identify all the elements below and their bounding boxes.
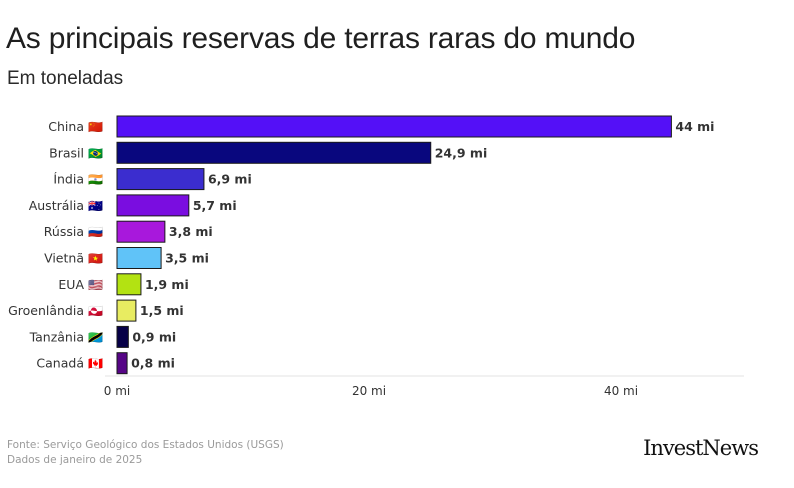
chart-subtitle: Em toneladas <box>7 68 124 89</box>
category-label-australia: Austrália <box>29 198 84 213</box>
value-label-australia: 5,7 mi <box>193 198 237 213</box>
category-label-brasil: Brasil <box>49 145 84 160</box>
bar-tanzania <box>116 325 129 348</box>
chart-title: As principais reservas de terras raras d… <box>6 22 636 55</box>
value-label-groenlandia: 1,5 mi <box>140 303 184 318</box>
category-label-china: China <box>48 119 84 134</box>
value-label-brasil: 24,9 mi <box>435 145 488 160</box>
x-tick-label: 0 mi <box>104 384 130 398</box>
bar-india <box>116 168 205 191</box>
category-label-vietna: Vietnã <box>44 251 84 266</box>
value-label-tanzania: 0,9 mi <box>132 329 176 344</box>
flag-icon-brasil: 🇧🇷 <box>88 146 103 160</box>
category-label-tanzania: Tanzânia <box>29 329 84 344</box>
value-label-canada: 0,8 mi <box>131 356 175 371</box>
value-label-india: 6,9 mi <box>208 172 252 187</box>
date-note: Dados de janeiro de 2025 <box>7 454 143 466</box>
flag-icon-canada: 🇨🇦 <box>88 357 103 371</box>
brand-logo: InvestNews <box>643 436 759 460</box>
flag-icon-groenlandia: 🇬🇱 <box>88 304 103 318</box>
flag-icon-india: 🇮🇳 <box>88 173 103 187</box>
category-label-canada: Canadá <box>36 356 84 371</box>
value-label-vietna: 3,5 mi <box>165 251 209 266</box>
flag-icon-vietna: 🇻🇳 <box>88 252 103 266</box>
flag-icon-tanzania: 🇹🇿 <box>88 330 103 344</box>
category-label-india: Índia <box>53 172 84 187</box>
category-label-eua: EUA <box>58 277 84 292</box>
source-note: Fonte: Serviço Geológico dos Estados Uni… <box>7 439 284 451</box>
flag-icon-australia: 🇦🇺 <box>88 199 103 213</box>
bar-australia <box>116 194 190 217</box>
bar-canada <box>116 352 128 375</box>
value-label-china: 44 mi <box>675 119 714 134</box>
bar-groenlandia <box>116 299 137 322</box>
flag-icon-china: 🇨🇳 <box>88 120 103 134</box>
x-tick-label: 40 mi <box>604 384 638 398</box>
x-tick-label: 20 mi <box>352 384 386 398</box>
flag-icon-russia: 🇷🇺 <box>88 225 103 239</box>
bar-china <box>116 115 672 138</box>
flag-icon-eua: 🇺🇸 <box>88 278 103 292</box>
category-label-groenlandia: Groenlândia <box>8 303 84 318</box>
value-label-russia: 3,8 mi <box>169 224 213 239</box>
bar-brasil <box>116 141 432 164</box>
bar-eua <box>116 273 142 296</box>
bar-vietna <box>116 247 162 269</box>
value-label-eua: 1,9 mi <box>145 277 189 292</box>
bar-russia <box>116 220 166 243</box>
footer: Fonte: Serviço Geológico dos Estados Uni… <box>7 438 284 468</box>
category-label-russia: Rússia <box>44 224 84 239</box>
